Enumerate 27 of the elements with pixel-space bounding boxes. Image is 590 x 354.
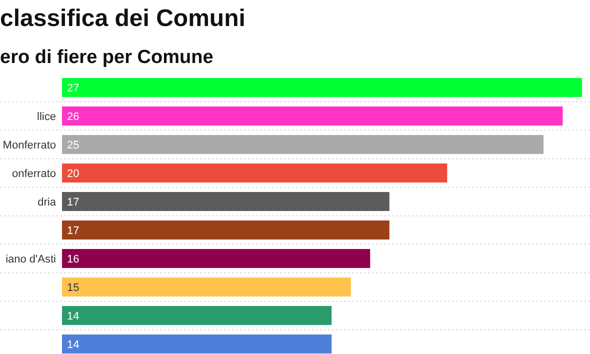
y-tick-label: dria — [38, 196, 57, 208]
data-label: 14 — [67, 310, 80, 322]
data-label: 17 — [67, 196, 80, 208]
bar — [62, 135, 544, 154]
bar — [62, 249, 370, 268]
bar — [62, 78, 582, 97]
data-label: 25 — [67, 140, 80, 152]
bar — [62, 278, 351, 296]
bar — [62, 192, 390, 211]
bar — [62, 220, 390, 240]
y-tick-label: llice — [37, 111, 56, 123]
data-label: 17 — [67, 225, 80, 237]
bar — [62, 334, 332, 354]
bar — [62, 106, 563, 126]
chart-subtitle: ero di fiere per Comune — [0, 47, 214, 68]
data-label: 27 — [67, 82, 80, 94]
y-tick-label: Monferrato — [2, 140, 56, 152]
y-tick-label: onferrato — [12, 168, 56, 180]
chart-title: classifica dei Comuni — [0, 5, 246, 32]
bar — [62, 164, 448, 182]
data-label: 20 — [67, 168, 80, 180]
bar — [62, 306, 332, 325]
data-label: 15 — [67, 282, 80, 294]
data-label: 26 — [67, 111, 80, 123]
data-label: 14 — [67, 339, 80, 351]
data-label: 16 — [67, 254, 80, 266]
y-tick-label: iano d'Asti — [6, 254, 56, 266]
